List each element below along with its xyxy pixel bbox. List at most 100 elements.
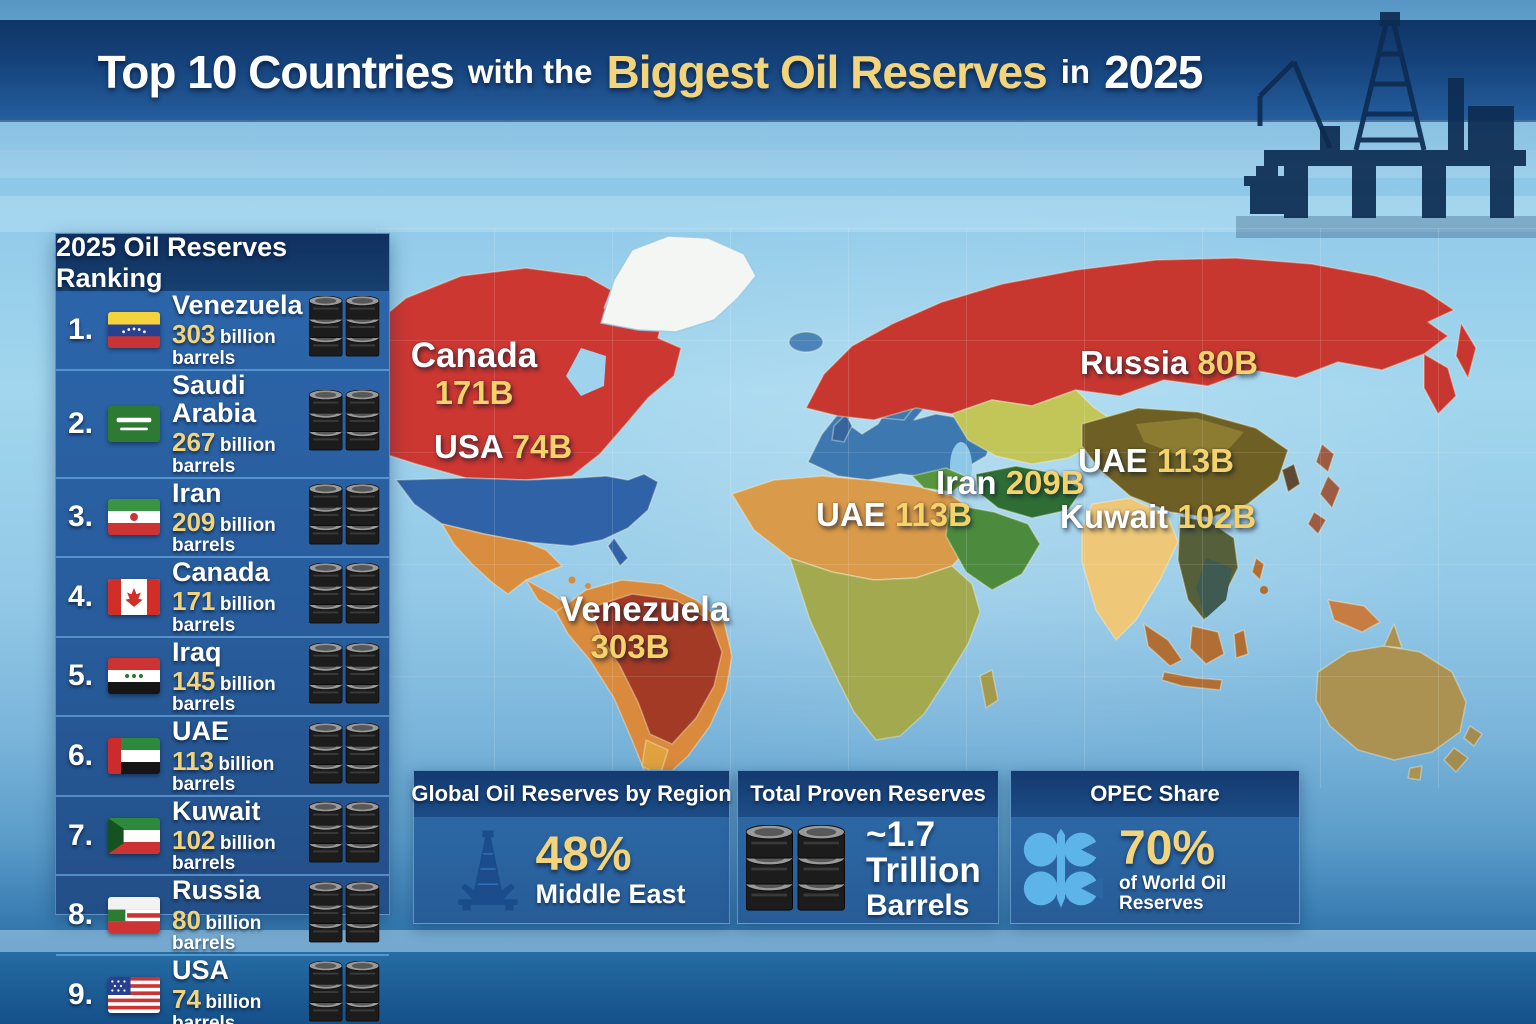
title-segment: Top 10 Countries bbox=[97, 46, 455, 98]
reserves-value: 102 bbox=[172, 825, 216, 856]
map-label-usa: USA 74B bbox=[434, 428, 573, 465]
map-region-turkey bbox=[911, 467, 971, 493]
ranking-text: Saudi Arabia 267 billion barrels bbox=[172, 369, 305, 477]
rank-number: 9. bbox=[68, 977, 94, 1011]
ranking-text: Iran 209 billion barrels bbox=[172, 478, 305, 557]
country-name: Saudi Arabia bbox=[172, 369, 257, 428]
reserves-value: 74 bbox=[172, 984, 201, 1015]
reserves-unit: billion barrels bbox=[172, 327, 276, 369]
map-region-mexico bbox=[441, 523, 563, 595]
map-label-iran: Iran 209B bbox=[936, 464, 1085, 501]
map-region-new-zealand bbox=[1463, 725, 1483, 747]
map-region-iran bbox=[975, 465, 1083, 519]
world-map: Canada 171B USA 74B Venezuela 303B Russi… bbox=[376, 228, 1536, 788]
stat-panel-opec-share: OPEC Share 70% of World Oil Reserves bbox=[1010, 770, 1300, 924]
stat-panel-region-share: Global Oil Reserves by Region 48% Middle… bbox=[411, 770, 732, 924]
reserves-unit: billion barrels bbox=[172, 435, 276, 477]
stat-panel-total-reserves: Total Proven Reserves bbox=[737, 770, 999, 924]
rank-number: 4. bbox=[68, 579, 94, 613]
reserves-value: 113 bbox=[172, 745, 214, 776]
venezuela-flag-icon bbox=[108, 311, 160, 348]
rank-number: 5. bbox=[68, 659, 94, 693]
ranking-text: Kuwait 102 billion barrels bbox=[172, 795, 305, 875]
russia-flag-icon bbox=[108, 897, 160, 934]
oil-barrels-icon bbox=[305, 389, 383, 457]
ranking-list: 1. Venezuela 303 billion barrels bbox=[56, 291, 389, 1024]
country-name: Canada bbox=[172, 557, 270, 588]
map-hudson-bay bbox=[566, 348, 606, 396]
panel-stat: 48% bbox=[535, 827, 632, 881]
map-label-kuwait: Kuwait 102B bbox=[1060, 498, 1257, 535]
map-region-russia bbox=[805, 257, 1455, 421]
ranking-row: 5. Iraq 145 billion barrels bbox=[56, 636, 389, 718]
title-band bbox=[0, 20, 1536, 122]
iraq-flag-icon bbox=[108, 658, 160, 695]
panel-stat: 70% bbox=[1119, 821, 1216, 875]
page-title: Top 10 Countries with the Biggest Oil Rese… bbox=[0, 30, 1300, 114]
ranking-row: 9. USA 74 billion barrels bbox=[56, 956, 389, 1024]
saudi-arabia-flag-icon bbox=[108, 405, 160, 442]
reserves-value: 80 bbox=[172, 904, 201, 935]
oil-barrels-icon bbox=[305, 562, 383, 630]
reserves-unit: billion barrels bbox=[172, 833, 276, 875]
title-segment: 2025 bbox=[1104, 46, 1203, 98]
country-name: Iraq bbox=[172, 636, 222, 667]
canada-flag-icon bbox=[108, 578, 160, 615]
ranking-text: Iraq 145 billion barrels bbox=[172, 636, 305, 716]
title-segment: with the bbox=[467, 53, 593, 90]
offshore-oil-rig-icon bbox=[1236, 12, 1536, 238]
ranking-text: Venezuela 303 billion barrels bbox=[172, 291, 305, 369]
oil-barrels-icon bbox=[305, 960, 383, 1024]
reserves-unit: billion barrels bbox=[172, 753, 275, 795]
oil-barrels-icon bbox=[305, 722, 383, 790]
reserves-value: 171 bbox=[172, 586, 216, 617]
map-label-venezuela: Venezuela 303B bbox=[560, 590, 730, 666]
map-label-uae-asia: UAE 113B bbox=[1078, 442, 1234, 479]
iran-flag-icon bbox=[108, 499, 160, 536]
country-name: Venezuela bbox=[172, 290, 303, 320]
ranking-row: 3. Iran 209 billion barrels bbox=[56, 478, 389, 559]
title-segment: in bbox=[1060, 53, 1091, 90]
reserves-unit: billion barrels bbox=[172, 912, 262, 955]
ranking-row: 1. Venezuela 303 billion barrels bbox=[56, 291, 389, 371]
reserves-value: 303 bbox=[172, 319, 216, 350]
rank-number: 7. bbox=[68, 818, 94, 852]
oil-barrels-icon bbox=[305, 483, 383, 551]
reserves-unit: billion barrels bbox=[172, 594, 276, 636]
map-region-usa bbox=[395, 473, 659, 547]
map-region-png bbox=[1327, 599, 1381, 633]
country-name: Russia bbox=[172, 875, 261, 906]
oil-barrels-icon bbox=[305, 801, 383, 869]
country-name: USA bbox=[172, 954, 230, 985]
reserves-unit: billion barrels bbox=[172, 514, 276, 557]
map-region-india bbox=[1081, 497, 1179, 641]
panel-caption: of World Oil Reserves bbox=[1119, 873, 1227, 915]
ranking-panel: 2025 Oil Reserves Ranking 1. Venezuela 3… bbox=[55, 232, 390, 1024]
world-map-svg bbox=[376, 235, 1483, 781]
reserves-value: 145 bbox=[172, 666, 216, 696]
country-name: UAE bbox=[172, 716, 230, 747]
opec-logo-icon bbox=[1019, 827, 1103, 911]
map-region-arabia bbox=[945, 503, 1041, 591]
ranking-row: 6. UAE 113 billion barrels bbox=[56, 717, 389, 797]
panel-header: Global Oil Reserves by Region bbox=[411, 771, 732, 817]
map-label-russia: Russia 80B bbox=[1080, 344, 1258, 381]
usa-flag-icon bbox=[108, 976, 160, 1013]
panel-header: Total Proven Reserves bbox=[738, 771, 998, 817]
ranking-row: 7. Kuwait 102 billion barrels bbox=[56, 795, 389, 877]
ranking-row: 2. Saudi Arabia 267 billion barrels bbox=[56, 369, 389, 479]
oil-barrels-icon bbox=[746, 825, 850, 913]
country-name: Kuwait bbox=[172, 795, 261, 826]
oil-derrick-icon bbox=[457, 821, 519, 917]
oil-barrels-icon bbox=[305, 642, 383, 710]
rank-number: 8. bbox=[68, 898, 94, 932]
panel-caption: Middle East bbox=[535, 879, 686, 910]
oil-barrels-icon bbox=[305, 295, 383, 363]
oil-barrels-icon bbox=[305, 881, 383, 949]
reserves-unit: billion barrels bbox=[172, 992, 262, 1024]
rank-number: 3. bbox=[68, 500, 94, 534]
map-region-sub-saharan-africa bbox=[789, 557, 981, 741]
panel-stat: ~1.7 Trillion bbox=[866, 814, 981, 891]
ranking-text: USA 74 billion barrels bbox=[172, 956, 305, 1024]
